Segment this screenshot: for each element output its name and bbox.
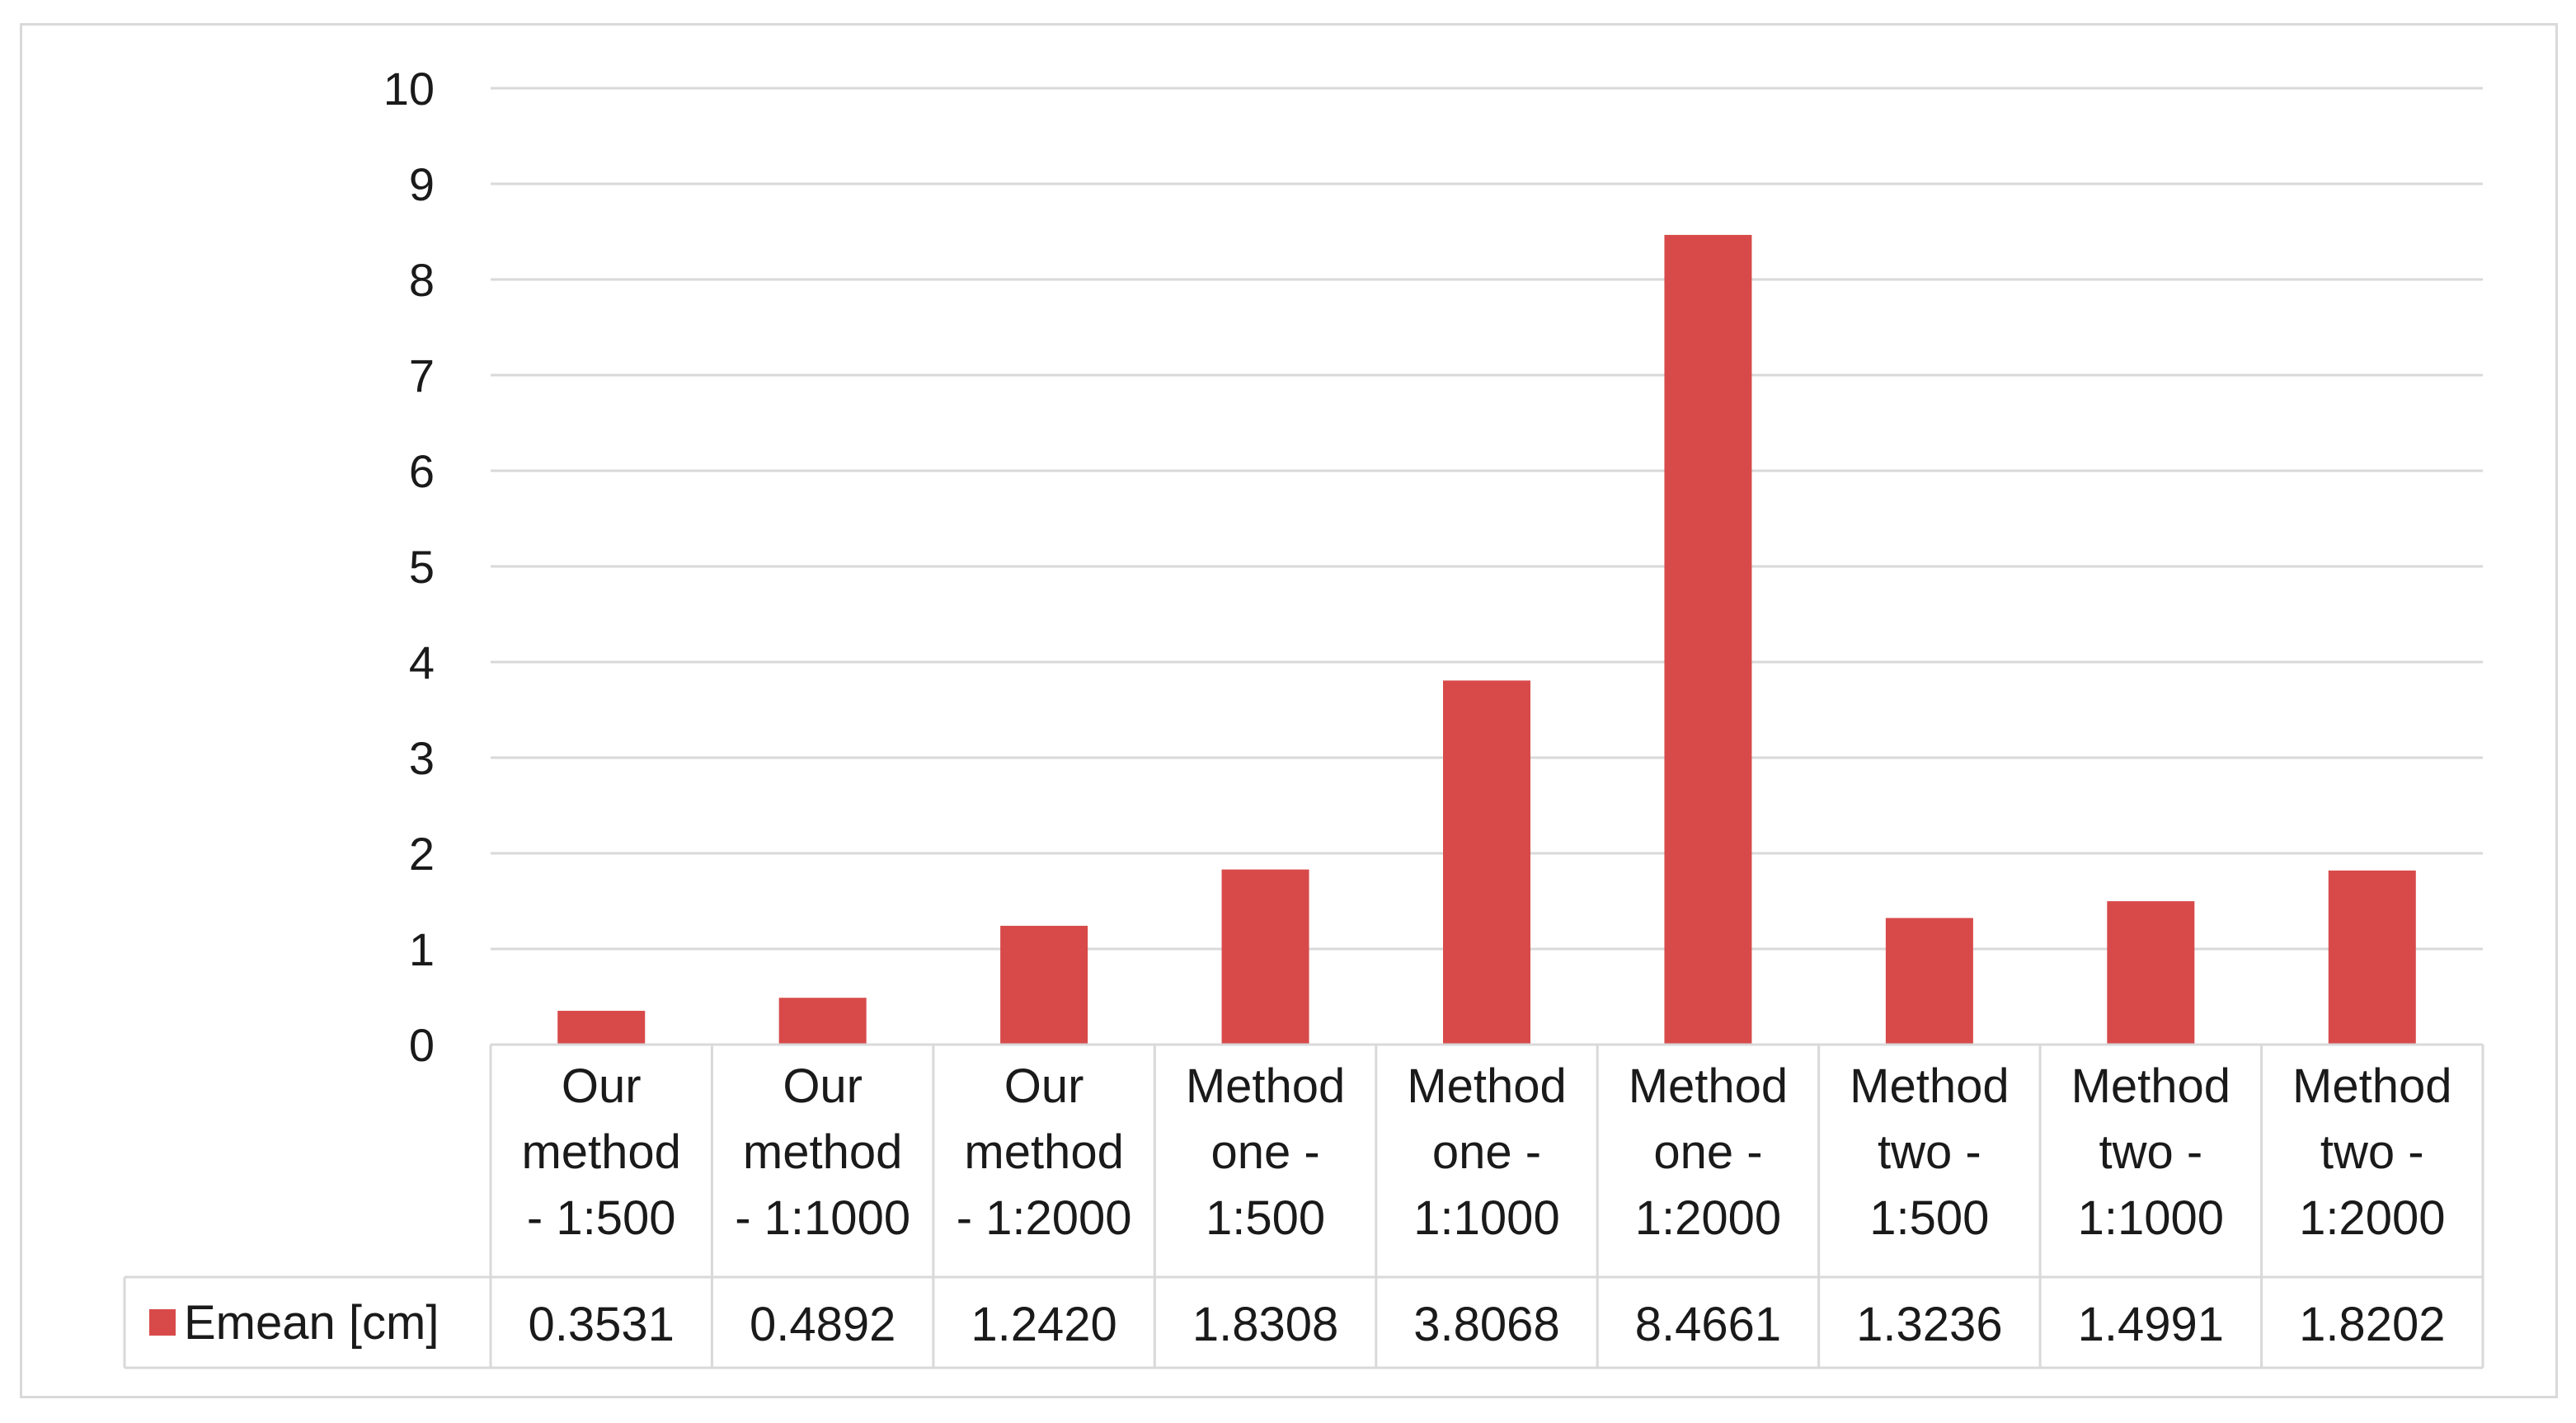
bar (2107, 901, 2195, 1045)
value-label: 1.4991 (2078, 1298, 2224, 1351)
bar (557, 1011, 646, 1045)
y-tick-label: 8 (409, 254, 435, 306)
value-label: 1.8202 (2299, 1298, 2445, 1351)
bar (778, 998, 867, 1045)
category-label: Our method - 1:500 (521, 1059, 680, 1245)
legend-series-name: Emean [cm] (184, 1296, 439, 1350)
bars (557, 234, 2416, 1045)
category-label: Our method - 1:2000 (957, 1059, 1132, 1245)
bar (1221, 869, 1309, 1045)
y-tick-label: 0 (409, 1019, 435, 1071)
bar (1664, 234, 1752, 1045)
chart-frame: 0 1 2 3 4 5 6 7 8 9 10 Our method - 1:500 Our method - … (20, 23, 2558, 1398)
category-label: Method two -1:500 (1850, 1059, 2009, 1245)
y-tick-label: 2 (409, 828, 435, 880)
y-tick-label: 9 (409, 158, 435, 210)
value-label: 3.8068 (1413, 1298, 1559, 1351)
category-label: Method two -1:2000 (2292, 1059, 2451, 1245)
value-label: 0.3531 (529, 1298, 675, 1351)
legend-swatch (149, 1309, 176, 1336)
y-tick-label: 6 (409, 445, 435, 497)
category-label: Method one -1:1000 (1407, 1059, 1566, 1245)
value-label: 8.4661 (1635, 1298, 1781, 1351)
value-label: 1.2420 (971, 1298, 1116, 1351)
y-tick-label: 5 (409, 541, 435, 593)
bar (1000, 925, 1088, 1045)
category-label: Our method - 1:1000 (735, 1059, 910, 1245)
y-tick-label: 1 (409, 923, 435, 975)
bar (2328, 870, 2416, 1045)
y-tick-label: 3 (409, 732, 435, 784)
value-label: 1.8308 (1192, 1298, 1338, 1351)
y-tick-label: 10 (383, 63, 435, 115)
bar (1443, 680, 1530, 1045)
value-label: 0.4892 (750, 1298, 895, 1351)
gridlines (491, 87, 2483, 951)
y-tick-label: 7 (409, 350, 435, 402)
y-axis-ticks: 0 1 2 3 4 5 6 7 8 9 10 (383, 63, 435, 1071)
y-tick-label: 4 (409, 636, 435, 688)
data-table: Our method - 1:500 Our method - 1:1000 Our meth… (123, 1043, 2484, 1369)
category-label: Method two -1:1000 (2071, 1059, 2230, 1245)
value-label: 1.3236 (1856, 1298, 2002, 1351)
category-label: Method one -1:500 (1186, 1059, 1345, 1245)
bar (1885, 918, 1973, 1045)
category-label: Method one -1:2000 (1629, 1059, 1788, 1245)
